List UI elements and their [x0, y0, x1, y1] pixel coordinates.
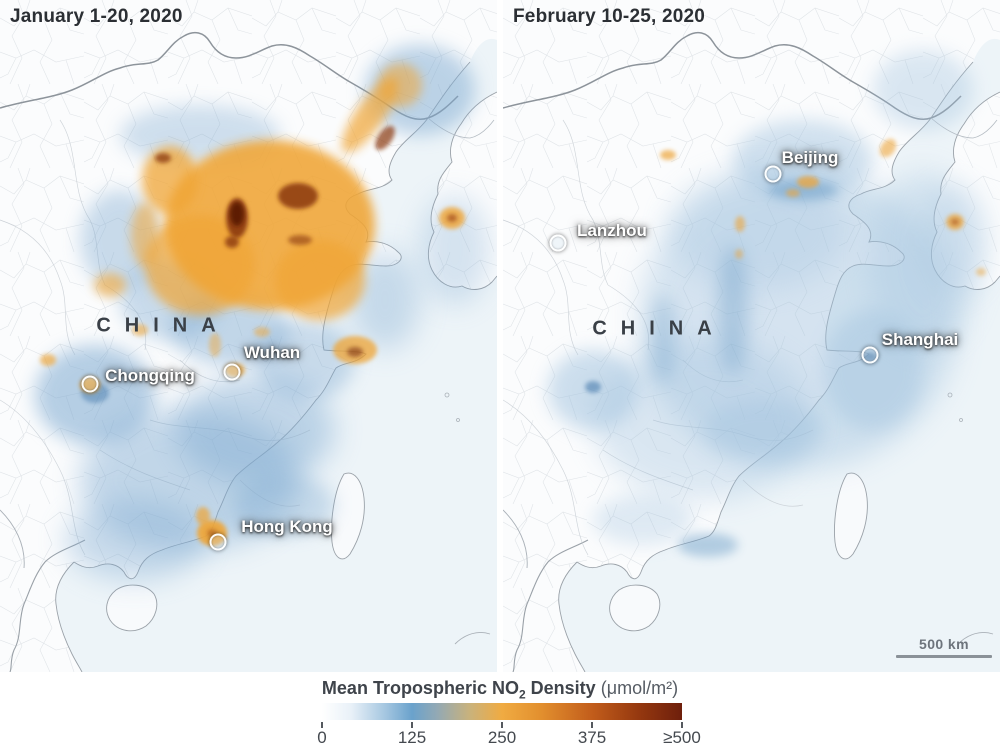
february-map-svg — [503, 0, 1000, 672]
city-label-chongqing: Chongqing — [105, 366, 195, 385]
panel-title-february: February 10-25, 2020 — [513, 6, 706, 27]
region-label-china-right: CHINA — [592, 317, 726, 340]
legend-tick-500 — [681, 722, 683, 728]
city-marker-shanghai — [861, 346, 879, 364]
city-label-beijing: Beijing — [781, 148, 839, 167]
legend-colorbar — [322, 703, 682, 720]
city-label-lanzhou: Lanzhou — [577, 221, 647, 240]
panel-february: February 10-25, 2020 CHINA Lanzhou Beiji… — [503, 0, 1000, 672]
legend-title-unit: (μmol/m²) — [600, 678, 679, 698]
city-marker-beijing — [764, 165, 782, 183]
scale-bar-label: 500 km — [919, 636, 969, 652]
legend-title-main: Mean Tropospheric NO — [321, 678, 519, 698]
legend-tick-250 — [501, 722, 503, 728]
panel-title-january: January 1-20, 2020 — [10, 6, 183, 27]
scale-bar-line — [896, 655, 992, 658]
legend-tick-0 — [321, 722, 323, 728]
city-label-wuhan: Wuhan — [243, 343, 301, 362]
legend-ticklabel-125: 125 — [397, 728, 427, 747]
january-map-svg — [0, 0, 497, 672]
legend-title: Mean Tropospheric NO2 Density (μmol/m²) — [322, 678, 678, 702]
legend-title-rest: Density — [525, 678, 596, 698]
city-marker-chongqing — [81, 375, 99, 393]
panel-january: January 1-20, 2020 CHINA Chongqing Wuhan… — [0, 0, 497, 672]
legend-ticklabel-250: 250 — [487, 728, 517, 747]
legend-ticklabel-0: 0 — [317, 728, 327, 747]
legend-tick-375 — [591, 722, 593, 728]
city-marker-lanzhou — [549, 234, 567, 252]
city-marker-hong-kong — [209, 533, 227, 551]
scale-bar: 500 km — [896, 636, 992, 658]
legend-ticklabel-500: ≥500 — [663, 728, 701, 747]
legend-title-subscript: 2 — [518, 687, 526, 702]
city-label-hong-kong: Hong Kong — [241, 517, 333, 536]
region-label-china-left: CHINA — [96, 314, 230, 337]
haze-layer-february — [548, 50, 988, 557]
pollution-layer-february — [660, 138, 986, 276]
pollution-layer-january — [40, 63, 465, 546]
legend-ticklabel-375: 375 — [577, 728, 607, 747]
legend: Mean Tropospheric NO2 Density (μmol/m²) — [0, 672, 1000, 749]
legend-tick-125 — [411, 722, 413, 728]
city-marker-wuhan — [223, 363, 241, 381]
city-label-shanghai: Shanghai — [881, 330, 959, 349]
